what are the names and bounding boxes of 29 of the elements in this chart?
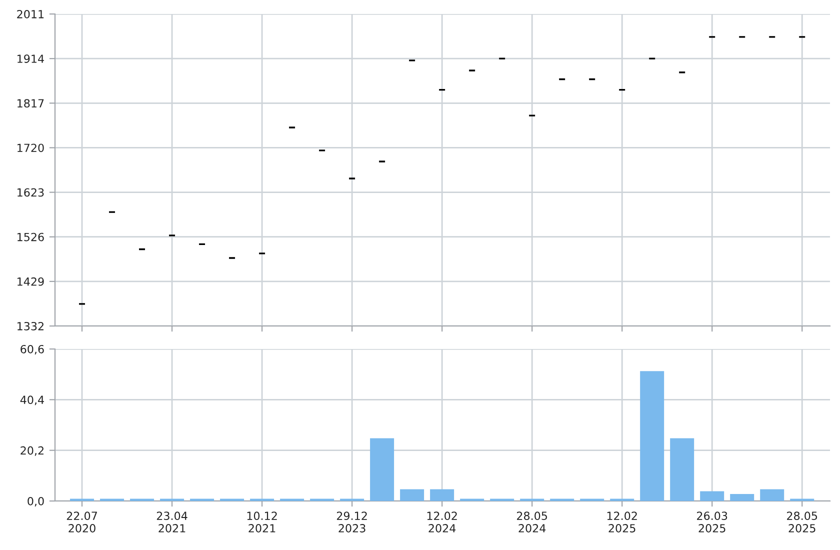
- y-tick-label: 20,2: [20, 446, 44, 456]
- x-tick-label: 12.02 2024: [427, 512, 457, 532]
- y-tick-label: 1429: [18, 277, 44, 286]
- bar: [670, 438, 694, 501]
- y-tick-label: 1623: [18, 188, 44, 197]
- bar: [640, 371, 664, 501]
- y-tick-label: 60,6: [20, 344, 44, 355]
- bar: [760, 489, 784, 501]
- x-tick-label: 26.03 2025: [696, 512, 728, 532]
- bar: [700, 491, 724, 501]
- bar: [370, 438, 394, 501]
- y-tick-label: 2011: [17, 10, 44, 18]
- y-tick-label: 0,0: [28, 496, 44, 507]
- y-tick-label: 1817: [18, 99, 44, 108]
- y-tick-label: 1720: [18, 144, 44, 152]
- bar: [730, 494, 754, 501]
- x-tick-label: 23.04 2021: [156, 512, 188, 532]
- bar: [430, 489, 454, 501]
- y-tick-label: 1914: [18, 54, 44, 63]
- x-tick-label: 22.07 2020: [66, 512, 97, 532]
- x-tick-label: 29.12 2023: [336, 512, 367, 532]
- x-tick-label: 10.12 2021: [247, 512, 277, 532]
- x-tick-label: 28.05 2025: [787, 512, 818, 532]
- x-tick-label: 28.05 2024: [516, 512, 547, 532]
- bar: [400, 489, 424, 501]
- y-tick-label: 1526: [18, 232, 44, 242]
- x-tick-label: 12.02 2025: [607, 512, 637, 532]
- y-tick-label: 1332: [18, 322, 44, 330]
- y-tick-label: 40,4: [20, 396, 44, 406]
